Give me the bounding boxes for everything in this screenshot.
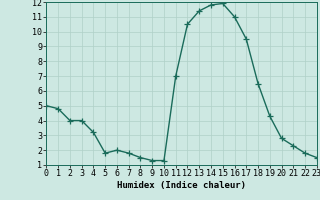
X-axis label: Humidex (Indice chaleur): Humidex (Indice chaleur) (117, 181, 246, 190)
